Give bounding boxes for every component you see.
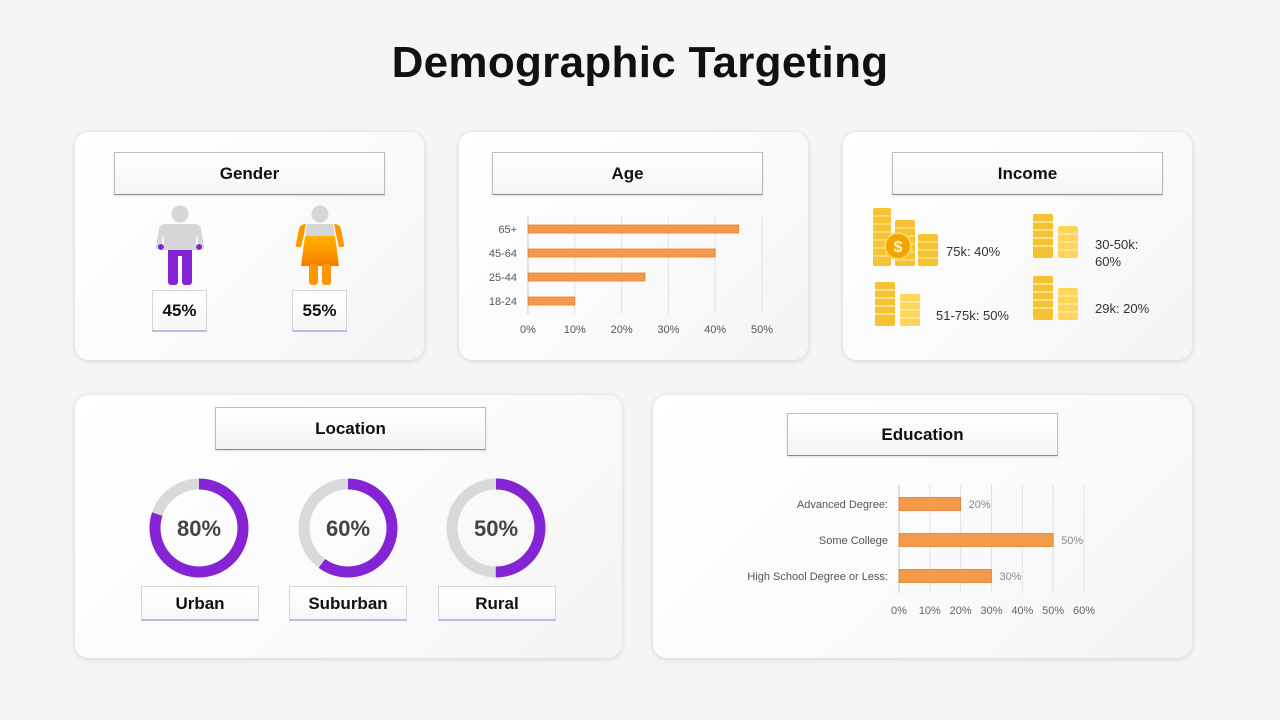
page-title: Demographic Targeting <box>391 38 889 87</box>
age-tick-label: 30% <box>657 324 679 336</box>
age-bar <box>527 224 740 234</box>
location-ring-percent: 50% <box>474 516 518 541</box>
age-header: Age <box>492 152 763 195</box>
age-tick-label: 20% <box>611 324 633 336</box>
location-header: Location <box>215 407 486 450</box>
education-card: Education 0% 10% 20% 30% 40% 50% 60% Advanced D… <box>653 395 1192 658</box>
age-card: Age 0% 10% 20% 30% 40% 50% 65+ 45-64 25-44 18-24 <box>459 132 808 360</box>
age-tick-label: 10% <box>564 324 586 336</box>
age-category-label: 25-44 <box>489 272 517 284</box>
age-tick-label: 50% <box>751 324 773 336</box>
location-ring-value <box>446 478 546 578</box>
education-category-label: Some College <box>819 535 888 547</box>
location-label-urban: Urban <box>141 586 259 621</box>
education-tick-label: 20% <box>950 605 972 617</box>
age-category-label: 65+ <box>498 224 517 236</box>
location-ring-percent: 60% <box>326 516 370 541</box>
education-bar-chart: 0% 10% 20% 30% 40% 50% 60% Advanced Degree: 20% S… <box>747 485 1095 617</box>
male-icon <box>155 205 205 285</box>
gender-header: Gender <box>114 152 385 195</box>
education-tick-label: 50% <box>1042 605 1064 617</box>
education-tick-label: 40% <box>1011 605 1033 617</box>
age-bar-chart: 0% 10% 20% 30% 40% 50% 65+ 45-64 25-44 18-24 <box>489 217 773 336</box>
coins-icon <box>1033 214 1078 258</box>
female-icon <box>295 205 345 285</box>
location-label-rural: Rural <box>438 586 556 621</box>
education-tick-label: 0% <box>891 605 907 617</box>
education-bar <box>898 533 1054 547</box>
education-tick-label: 60% <box>1073 605 1095 617</box>
age-category-label: 45-64 <box>489 248 517 260</box>
income-label-75k: 75k: 40% <box>946 244 1001 259</box>
education-data-label: 30% <box>1000 571 1022 583</box>
gender-male-percent: 45% <box>152 290 207 332</box>
location-ring-value <box>149 478 249 578</box>
age-category-label: 18-24 <box>489 296 517 308</box>
education-category-label: High School Degree or Less: <box>747 571 888 583</box>
age-bar <box>527 296 576 306</box>
age-tick-label: 0% <box>520 324 536 336</box>
education-bar <box>898 569 992 583</box>
education-tick-label: 10% <box>919 605 941 617</box>
age-bar <box>527 248 716 258</box>
location-card: Location 80% 60% 50% Urban Suburban Rural <box>75 395 622 658</box>
age-tick-label: 40% <box>704 324 726 336</box>
education-tick-label: 30% <box>980 605 1002 617</box>
income-card: Income $ 75k: 40% 30-50k: 60% <box>843 132 1192 360</box>
svg-text:$: $ <box>894 239 903 256</box>
location-ring-value <box>298 478 398 578</box>
age-bar <box>527 272 646 282</box>
location-ring-percent: 80% <box>177 516 221 541</box>
income-header: Income <box>892 152 1163 195</box>
coins-icon <box>875 282 920 326</box>
education-header: Education <box>787 413 1058 456</box>
coins-dollar-icon: $ <box>873 208 938 266</box>
education-data-label: 50% <box>1061 535 1083 547</box>
income-label-29k: 29k: 20% <box>1095 301 1150 316</box>
education-bar <box>898 497 962 511</box>
coins-icon <box>1033 276 1078 320</box>
income-label-51-75k: 51-75k: 50% <box>936 308 1009 323</box>
gender-card: Gender 45% 55% <box>75 132 424 360</box>
location-donuts: 80% 60% 50% <box>149 478 546 578</box>
gender-female-percent: 55% <box>292 290 347 332</box>
education-data-label: 20% <box>969 499 991 511</box>
income-label-30-50k: 30-50k: 60% <box>1095 237 1139 269</box>
location-label-suburban: Suburban <box>289 586 407 621</box>
education-category-label: Advanced Degree: <box>797 499 888 511</box>
